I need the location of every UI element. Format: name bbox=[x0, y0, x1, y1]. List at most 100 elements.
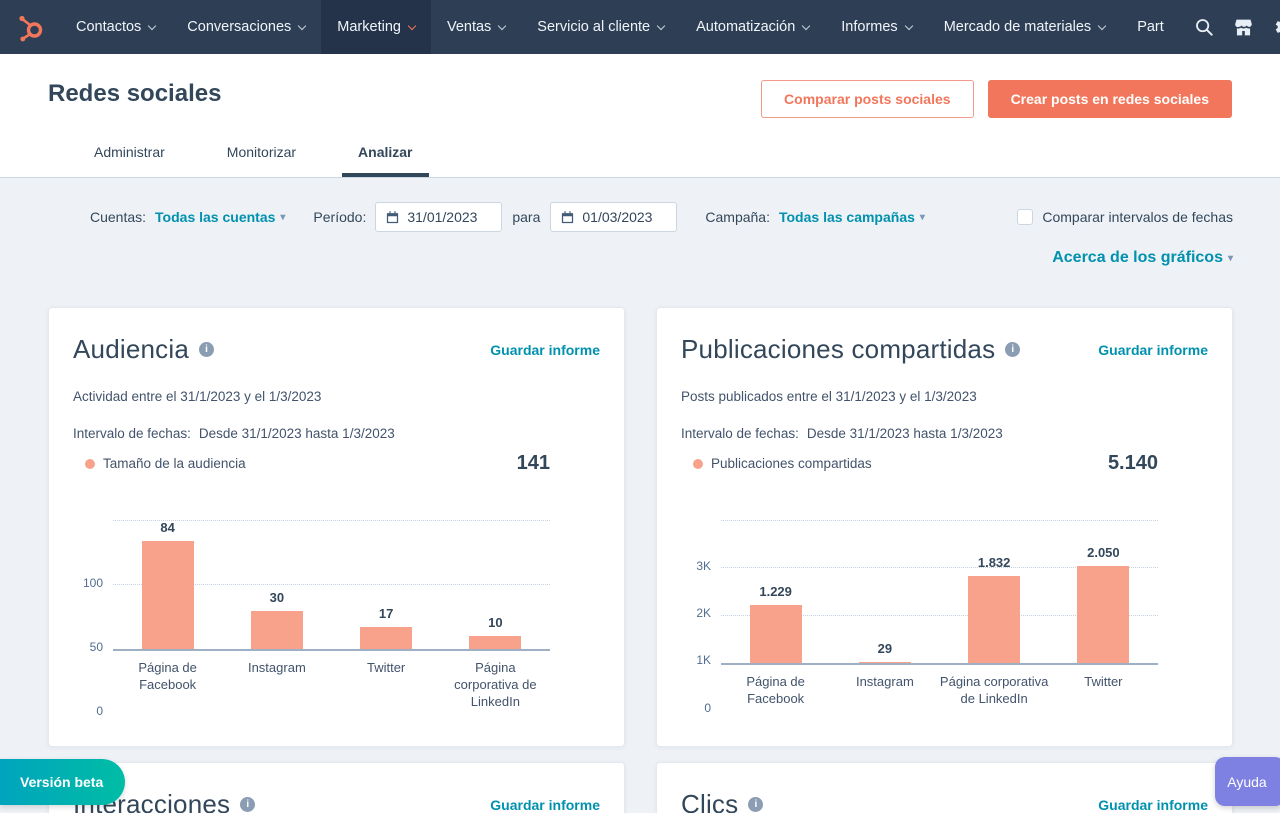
compare-date-ranges-option[interactable]: Comparar intervalos de fechas bbox=[1017, 209, 1233, 225]
shared-posts-card: Publicaciones compartidas i Guardar info… bbox=[656, 307, 1233, 747]
nav-item-part[interactable]: Part bbox=[1121, 0, 1180, 54]
hubspot-sprocket-icon bbox=[19, 15, 43, 42]
tab-monitorizar[interactable]: Monitorizar bbox=[226, 144, 297, 160]
bar-instagram[interactable]: 29 bbox=[858, 641, 911, 663]
period-label: Período: bbox=[313, 209, 367, 225]
bar-instagram[interactable]: 30 bbox=[250, 590, 303, 649]
nav-item-label: Marketing bbox=[337, 19, 401, 35]
chevron-down-icon bbox=[656, 21, 666, 30]
end-date-input[interactable] bbox=[550, 202, 678, 232]
info-icon[interactable]: i bbox=[748, 797, 764, 812]
metric-total: 5.140 bbox=[1107, 452, 1158, 474]
audience-card: Audiencia i Guardar informe Actividad en… bbox=[48, 307, 625, 747]
plot-area: 1.229 29 1.832 2.050 bbox=[721, 520, 1158, 665]
info-icon[interactable]: i bbox=[1005, 342, 1021, 357]
report-cards-row-1: Audiencia i Guardar informe Actividad en… bbox=[48, 307, 1233, 747]
info-icon[interactable]: i bbox=[199, 342, 214, 357]
nav-item-servicio-al-cliente[interactable]: Servicio al cliente bbox=[521, 0, 680, 54]
nav-item-label: Conversaciones bbox=[187, 19, 292, 35]
category-label: Instagram bbox=[855, 674, 914, 689]
y-tick-label: 2K bbox=[696, 606, 711, 621]
gridline bbox=[721, 614, 1158, 616]
bar-value-label: 1.832 bbox=[977, 555, 1011, 571]
compare-posts-button[interactable]: Comparar posts sociales bbox=[761, 80, 974, 118]
bar-value-label: 2.050 bbox=[1087, 544, 1120, 560]
nav-item-mercado-de-materiales[interactable]: Mercado de materiales bbox=[928, 0, 1122, 54]
accounts-label: Cuentas: bbox=[90, 209, 147, 225]
bar-twitter[interactable]: 17 bbox=[360, 606, 413, 649]
marketplace-icon[interactable] bbox=[1224, 7, 1264, 47]
metric-total: 141 bbox=[516, 452, 550, 474]
start-date-input[interactable] bbox=[375, 202, 503, 232]
bar-pagina-corporativa-de-linkedin[interactable]: 1.832 bbox=[968, 555, 1021, 663]
campaign-dropdown[interactable]: Todas las campañas ▾ bbox=[778, 209, 925, 225]
legend-item: Tamaño de la audiencia bbox=[85, 456, 246, 471]
help-button[interactable]: Ayuda bbox=[1215, 757, 1280, 806]
accounts-dropdown[interactable]: Todas las cuentas ▾ bbox=[155, 209, 286, 225]
y-tick-label: 1K bbox=[696, 653, 711, 668]
category-label: Página corporativa de LinkedIn bbox=[454, 660, 537, 709]
tab-analizar[interactable]: Analizar bbox=[342, 144, 429, 177]
search-icon[interactable] bbox=[1184, 7, 1224, 47]
date-range-line: Intervalo de fechas: Desde 31/1/2023 hast… bbox=[681, 426, 1003, 441]
category-label: Twitter bbox=[366, 660, 406, 675]
bar-value-label: 30 bbox=[269, 589, 285, 605]
gridline bbox=[113, 520, 550, 521]
bar-twitter[interactable]: 2.050 bbox=[1077, 545, 1130, 663]
calendar-icon bbox=[387, 210, 399, 223]
page-header: Redes sociales Comparar posts sociales C… bbox=[0, 54, 1280, 178]
chevron-down-icon bbox=[498, 21, 507, 30]
tab-administrar[interactable]: Administrar bbox=[94, 144, 165, 160]
bar-pagina-de-facebook[interactable]: 84 bbox=[141, 520, 194, 649]
nav-item-ventas[interactable]: Ventas bbox=[431, 0, 521, 54]
bar-pagina-de-facebook[interactable]: 1.229 bbox=[749, 584, 802, 663]
filters-bar: Cuentas: Todas las cuentas▾ Período: par… bbox=[0, 178, 1280, 267]
caret-down-icon: ▾ bbox=[280, 211, 286, 223]
save-report-link[interactable]: Guardar informe bbox=[1098, 796, 1208, 813]
card-subtitle: Posts publicados entre el 31/1/2023 y el… bbox=[681, 389, 977, 404]
save-report-link[interactable]: Guardar informe bbox=[1098, 341, 1208, 358]
interactions-card: Interacciones i Guardar informe bbox=[48, 762, 625, 813]
bar-value-label: 29 bbox=[877, 640, 893, 656]
y-tick-label: 0 bbox=[96, 703, 103, 718]
about-charts-link[interactable]: Acerca de los gráficos ▾ bbox=[1052, 249, 1233, 266]
card-title: Clics bbox=[681, 789, 739, 813]
category-label: Twitter bbox=[1084, 674, 1123, 689]
hubspot-logo[interactable] bbox=[14, 10, 48, 44]
save-report-link[interactable]: Guardar informe bbox=[490, 341, 600, 358]
y-tick-label: 3K bbox=[696, 558, 711, 573]
nav-item-label: Contactos bbox=[76, 19, 142, 35]
gridline bbox=[721, 567, 1158, 569]
y-axis: 0 1K 2K 3K bbox=[681, 523, 721, 715]
y-tick-label: 100 bbox=[82, 575, 103, 590]
nav-item-automatizacion[interactable]: Automatización bbox=[680, 0, 825, 54]
top-nav: Contactos Conversaciones Marketing Ventas Se… bbox=[0, 0, 1280, 54]
gridline bbox=[721, 520, 1158, 521]
chevron-down-icon bbox=[148, 21, 157, 30]
info-icon[interactable]: i bbox=[240, 797, 256, 812]
save-report-link[interactable]: Guardar informe bbox=[490, 796, 600, 813]
bar-pagina-corporativa-de-linkedin[interactable]: 10 bbox=[469, 615, 522, 649]
y-tick-label: 50 bbox=[89, 639, 103, 654]
nav-item-label: Part bbox=[1137, 19, 1164, 35]
date-connector-label: para bbox=[512, 209, 541, 225]
nav-item-contactos[interactable]: Contactos bbox=[60, 0, 171, 54]
nav-item-marketing[interactable]: Marketing bbox=[321, 0, 431, 54]
beta-version-badge[interactable]: Versión beta bbox=[0, 759, 126, 805]
primary-nav: Contactos Conversaciones Marketing Ventas Se… bbox=[60, 0, 1180, 54]
date-range-line: Intervalo de fechas: Desde 31/1/2023 hast… bbox=[73, 426, 395, 441]
nav-item-informes[interactable]: Informes bbox=[825, 0, 927, 54]
nav-item-label: Automatización bbox=[696, 19, 796, 35]
nav-item-conversaciones[interactable]: Conversaciones bbox=[171, 0, 321, 54]
settings-icon[interactable] bbox=[1264, 7, 1280, 47]
create-posts-button[interactable]: Crear posts en redes sociales bbox=[987, 80, 1232, 118]
legend-dot-icon bbox=[693, 458, 703, 469]
audience-bar-chart: 0 50 100 84 30 17 10 Página de Facebook Instagra… bbox=[73, 520, 600, 718]
category-label: Página de Facebook bbox=[138, 660, 197, 692]
bar-value-label: 17 bbox=[378, 606, 394, 622]
nav-item-label: Informes bbox=[841, 19, 898, 35]
legend-dot-icon bbox=[85, 458, 95, 469]
nav-utilities: 1 bbox=[1184, 7, 1280, 47]
chevron-down-icon bbox=[802, 21, 811, 30]
compare-date-ranges-checkbox[interactable] bbox=[1017, 209, 1034, 225]
